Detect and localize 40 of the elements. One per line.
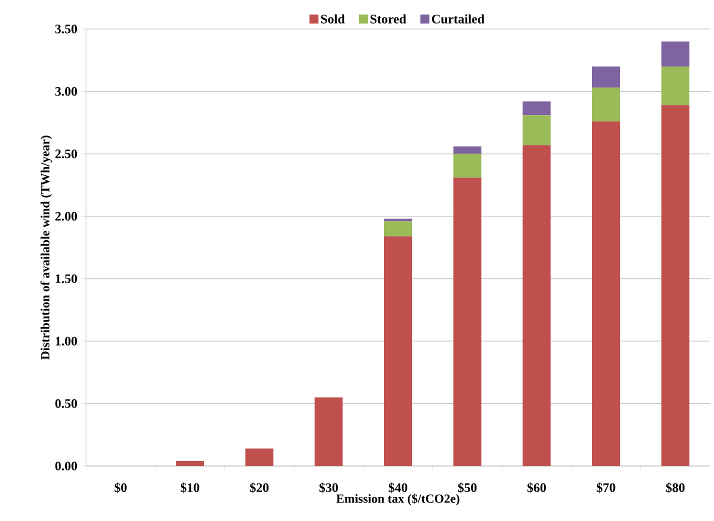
bar [661,66,690,106]
bar [661,41,690,66]
y-axis-title: Distribution of available wind (TWh/year) [40,136,52,360]
x-tick-label: $60 [527,482,546,493]
x-tick-label: $40 [388,482,408,493]
x-axis-title: Emission tax ($/tCO2e) [336,494,460,506]
y-tick-label: 0.00 [55,462,77,470]
y-tick-label: 1.00 [56,336,77,346]
x-tick-label: $80 [666,482,685,493]
x-tick-label: $10 [180,482,200,493]
bar [592,66,620,88]
y-tick-label: 3.00 [55,87,77,96]
bar [384,236,412,466]
y-tick-label: 1.50 [56,274,77,284]
bar [661,105,690,466]
bar [592,88,620,122]
bar [522,101,551,116]
x-tick-label: $50 [458,482,477,493]
bar [592,121,620,466]
legend-label: Stored [370,14,406,24]
legend-label: Curtailed [432,14,484,24]
legend-label: Sold [321,14,345,24]
bar [245,448,274,466]
bar [522,145,551,466]
bar [522,115,551,146]
x-tick-label: $0 [114,482,127,493]
bar [453,154,482,178]
x-tick-label: $30 [319,482,338,493]
y-tick-label: 2.50 [55,149,77,158]
y-tick-label: 3.50 [55,24,77,34]
bar [384,218,412,222]
y-tick-label: 2.00 [55,212,77,221]
bar [453,146,482,154]
bar [384,221,412,236]
x-tick-label: $70 [596,482,616,493]
bar [314,397,343,466]
bar [453,178,482,466]
x-tick-label: $20 [250,482,269,493]
y-tick-label: 0.50 [55,399,77,408]
bar [176,461,204,466]
